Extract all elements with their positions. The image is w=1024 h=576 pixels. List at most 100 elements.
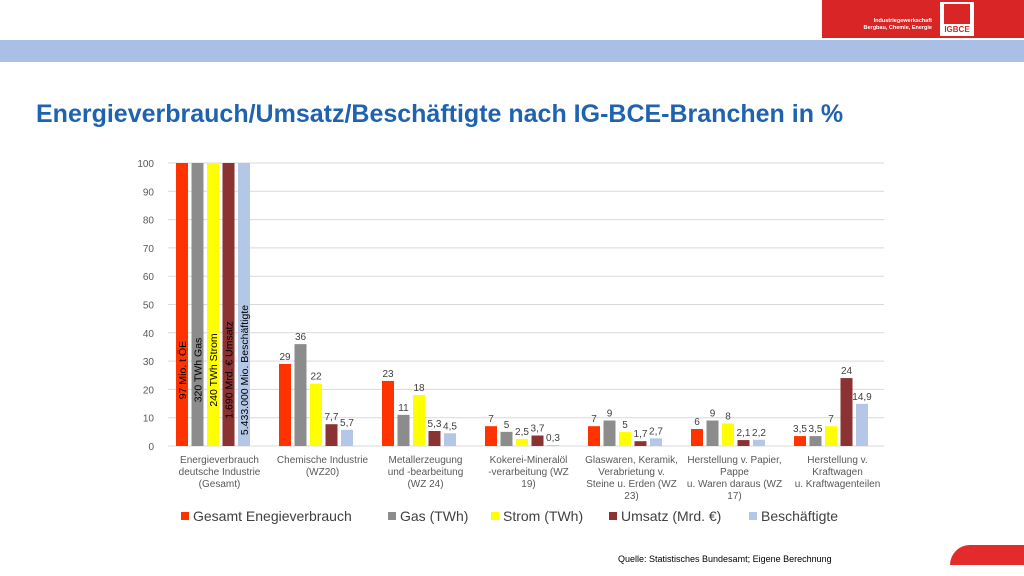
- bar: [840, 378, 853, 446]
- category-label: (WZ20): [306, 467, 339, 478]
- logo-line-2: Bergbau, Chemie, Energie: [863, 25, 932, 31]
- data-label: 7: [488, 414, 494, 425]
- legend-swatch: [749, 512, 757, 520]
- legend-swatch: [491, 512, 499, 520]
- bar: [413, 395, 425, 446]
- y-tick-label: 40: [143, 329, 155, 340]
- total-annotation: 1.690 Mrd. € Umsatz: [224, 321, 236, 418]
- logo-mark-flag-icon: [944, 4, 970, 24]
- y-tick-label: 20: [143, 385, 155, 396]
- bar: [531, 435, 544, 446]
- bar: [500, 431, 513, 446]
- bar: [238, 163, 250, 446]
- total-annotation: 97 Mio. t ÖE: [177, 341, 189, 399]
- data-label: 29: [279, 352, 291, 363]
- bar: [547, 445, 559, 446]
- legend-label: Umsatz (Mrd. €): [621, 508, 721, 524]
- y-tick-label: 60: [143, 272, 155, 283]
- bar: [191, 163, 204, 446]
- category-label: 23): [624, 491, 638, 502]
- data-label: 4,5: [443, 421, 457, 432]
- logo-block: [822, 0, 1024, 38]
- bar: [722, 423, 734, 446]
- y-tick-label: 30: [143, 357, 155, 368]
- category-label: u. Kraftwagenteilen: [795, 479, 881, 490]
- bar: [207, 163, 219, 446]
- total-annotation: 240 TWh Strom: [208, 333, 220, 407]
- bar: [634, 441, 647, 446]
- bar: [310, 383, 322, 446]
- bar: [809, 436, 822, 446]
- data-label: 14,9: [852, 392, 872, 403]
- bar: [603, 420, 616, 446]
- category-label: Metallerzeugung: [389, 455, 463, 466]
- data-label: 6: [694, 417, 700, 428]
- bar: [279, 363, 291, 446]
- y-tick-label: 100: [137, 159, 154, 170]
- data-label: 3,5: [793, 424, 807, 435]
- data-label: 2,5: [515, 427, 529, 438]
- category-label: Chemische Industrie: [277, 455, 369, 466]
- category-label: -verarbeitung (WZ: [488, 467, 569, 478]
- data-label: 23: [382, 369, 394, 380]
- logo-line-1: Industriegewerkschaft: [873, 18, 932, 24]
- bar: [485, 426, 497, 446]
- logo-text: Industriegewerkschaft Bergbau, Chemie, E…: [832, 18, 932, 32]
- data-label: 36: [295, 332, 307, 343]
- data-label: 5: [504, 420, 510, 431]
- bar: [794, 436, 806, 446]
- bar: [325, 424, 338, 446]
- category-label: 17): [727, 491, 741, 502]
- bar: [619, 431, 631, 446]
- legend-swatch: [388, 512, 396, 520]
- data-label: 3,5: [809, 424, 823, 435]
- category-label: Energieverbrauch: [180, 455, 259, 466]
- legend-swatch: [609, 512, 617, 520]
- data-label: 2,7: [649, 426, 663, 437]
- header-band: [0, 40, 1024, 62]
- bar: [428, 431, 441, 446]
- category-label: und -bearbeitung: [388, 467, 464, 478]
- category-label: Steine u. Erden (WZ: [586, 479, 677, 490]
- data-label: 9: [607, 409, 613, 420]
- y-tick-label: 10: [143, 414, 155, 425]
- bar: [691, 429, 703, 446]
- category-label: Kraftwagen: [812, 467, 863, 478]
- data-label: 7,7: [325, 412, 339, 423]
- source-note: Quelle: Statistisches Bundesamt; Eigene …: [618, 554, 832, 564]
- data-label: 5,7: [340, 418, 354, 429]
- y-tick-label: 90: [143, 187, 155, 198]
- bar: [444, 433, 456, 446]
- data-label: 9: [710, 409, 716, 420]
- data-label: 8: [725, 411, 731, 422]
- category-label: (WZ 24): [407, 479, 443, 490]
- category-label: (Gesamt): [199, 479, 241, 490]
- bar: [176, 163, 188, 446]
- data-label: 7: [828, 414, 834, 425]
- total-annotation: 5.433.000 Mio. Beschäftigte: [239, 305, 251, 435]
- category-label: Verabrietung v.: [598, 467, 665, 478]
- data-label: 7: [591, 414, 597, 425]
- data-label: 0,3: [546, 433, 560, 444]
- bar: [650, 438, 662, 446]
- bar: [382, 380, 394, 446]
- data-label: 5: [622, 420, 628, 431]
- y-tick-label: 80: [143, 216, 155, 227]
- bar: [222, 163, 235, 446]
- data-label: 2,1: [737, 428, 751, 439]
- y-tick-label: 50: [143, 301, 155, 312]
- category-label: Herstellung v. Papier,: [687, 455, 781, 466]
- page-title: Energieverbrauch/Umsatz/Beschäftigte nac…: [36, 100, 844, 128]
- bar: [753, 439, 765, 446]
- legend-label: Beschäftigte: [761, 508, 838, 524]
- data-label: 2,2: [752, 428, 766, 439]
- category-label: Pappe: [720, 467, 749, 478]
- data-label: 5,3: [428, 419, 442, 430]
- decorative-swoosh: [950, 545, 1024, 565]
- data-label: 1,7: [634, 429, 648, 440]
- category-label: 19): [521, 479, 535, 490]
- data-label: 18: [413, 383, 425, 394]
- logo-mark-text: IGBCE: [944, 25, 970, 34]
- category-label: u. Waren daraus (WZ: [687, 479, 782, 490]
